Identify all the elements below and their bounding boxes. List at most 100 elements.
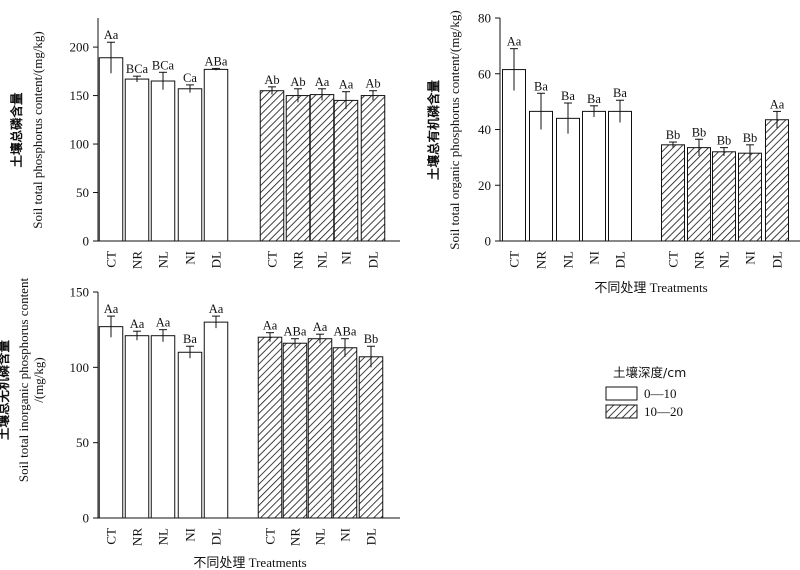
bar-dl-0-10 xyxy=(203,68,229,242)
bar-nl-0-10 xyxy=(556,117,580,242)
x-tick-label: NR xyxy=(692,251,707,269)
bar-ct-10-20 xyxy=(259,90,285,242)
bar-ni-0-10 xyxy=(582,110,606,242)
x-tick-label: NL xyxy=(156,528,171,545)
x-tick-label: NL xyxy=(156,251,171,268)
significance-label: BCa xyxy=(126,62,149,76)
bar-nl-0-10 xyxy=(150,335,176,519)
bar-dl-0-10 xyxy=(203,321,229,519)
bar-ni-10-20 xyxy=(738,152,762,242)
y-tick-label: 200 xyxy=(70,40,90,55)
significance-label: Ba xyxy=(587,92,601,106)
x-axis-label: 不同处理 Treatments xyxy=(193,555,306,570)
bar-nr-0-10 xyxy=(124,335,150,519)
x-tick-label: NR xyxy=(534,251,549,269)
y-tick-label: 0 xyxy=(485,234,492,249)
x-tick-label: NI xyxy=(183,251,198,265)
significance-label: Aa xyxy=(156,316,171,330)
legend-label-10-20: 10—20 xyxy=(644,404,683,419)
x-tick-label: CT xyxy=(666,251,681,268)
significance-label: Bb xyxy=(364,332,379,346)
legend-title: 土壤深度/cm xyxy=(613,365,686,380)
y-tick-label: 100 xyxy=(70,360,90,375)
bar-nr-0-10 xyxy=(529,110,553,242)
organic-phosphorus-chart: 0 20 40 60 80 土壤总有机磷含量 Soil total organic phos… xyxy=(426,10,800,295)
significance-label: Ba xyxy=(613,86,627,100)
x-tick-label: NL xyxy=(315,251,330,268)
y-tick-label: 40 xyxy=(478,122,491,137)
x-tick-label: NI xyxy=(339,251,354,265)
bar-nl-0-10 xyxy=(150,80,176,242)
x-tick-label: CT xyxy=(265,251,280,268)
inorganic-phosphorus-chart: 0 50 100 150 土壤总无机磷含量 Soil total inorganic ph… xyxy=(0,278,400,570)
bar-ct-10-20 xyxy=(257,336,283,519)
significance-label: Ab xyxy=(290,75,305,89)
bar-nr-0-10 xyxy=(124,78,150,242)
significance-label: Aa xyxy=(104,28,119,42)
significance-label: Bb xyxy=(692,125,707,139)
y-axis-label-en: Soil total inorganic phosphorus content xyxy=(16,278,31,483)
bar-dl-10-20 xyxy=(765,119,789,242)
bar-ct-0-10 xyxy=(98,57,124,242)
bar-nr-10-20 xyxy=(282,342,308,519)
bar-dl-10-20 xyxy=(360,95,386,242)
y-axis-label-cn: 土壤总有机磷含量 xyxy=(426,80,441,181)
significance-label: Aa xyxy=(507,35,522,49)
bar-ct-0-10 xyxy=(502,69,526,242)
bar-ni-10-20 xyxy=(333,99,359,242)
bar-nr-10-20 xyxy=(285,95,311,242)
bar-dl-10-20 xyxy=(358,356,384,519)
bar-ni-0-10 xyxy=(177,351,203,519)
y-tick-label: 50 xyxy=(76,185,89,200)
y-tick-label: 150 xyxy=(70,88,90,103)
legend-swatch-0-10 xyxy=(605,386,638,401)
significance-label: Bb xyxy=(666,128,681,142)
significance-label: Ba xyxy=(561,89,575,103)
significance-label: Ba xyxy=(183,332,197,346)
significance-label: Aa xyxy=(339,78,354,92)
x-tick-label: NR xyxy=(288,528,303,546)
significance-label: Ab xyxy=(365,77,380,91)
significance-label: Aa xyxy=(263,319,278,333)
legend: 土壤深度/cm 0—10 10—20 xyxy=(605,365,686,419)
legend-label-0-10: 0—10 xyxy=(644,386,677,401)
significance-label: Aa xyxy=(770,97,785,111)
x-tick-label: DL xyxy=(209,528,224,545)
x-tick-label: DL xyxy=(366,251,381,268)
x-tick-label: CT xyxy=(104,251,119,268)
bar-nr-10-20 xyxy=(687,147,711,242)
significance-label: Aa xyxy=(130,317,145,331)
significance-label: Ba xyxy=(534,79,548,93)
x-tick-label: NI xyxy=(743,251,758,265)
x-tick-label: NR xyxy=(130,528,145,546)
y-tick-label: 50 xyxy=(76,435,89,450)
significance-label: BCa xyxy=(152,58,175,72)
y-tick-label: 0 xyxy=(83,234,90,249)
y-tick-label: 100 xyxy=(70,137,90,152)
significance-label: Ab xyxy=(264,73,279,87)
x-tick-label: NI xyxy=(183,528,198,542)
y-tick-label: 150 xyxy=(70,285,90,300)
x-tick-label: CT xyxy=(507,251,522,268)
x-tick-label: DL xyxy=(209,251,224,268)
x-tick-label: CT xyxy=(104,528,119,545)
x-tick-label: NR xyxy=(130,251,145,269)
bar-ni-0-10 xyxy=(177,88,203,242)
y-axis-label-cn: 土壤总磷含量 xyxy=(9,92,24,168)
significance-label: Bb xyxy=(743,131,758,145)
x-axis-label: 不同处理 Treatments xyxy=(594,280,707,295)
x-tick-label: DL xyxy=(613,251,628,268)
bar-ni-10-20 xyxy=(332,347,358,519)
significance-label: Aa xyxy=(209,302,224,316)
y-tick-label: 80 xyxy=(478,11,491,26)
x-tick-label: NI xyxy=(338,528,353,542)
significance-label: Ca xyxy=(183,71,197,85)
x-tick-label: DL xyxy=(770,251,785,268)
significance-label: Aa xyxy=(313,320,328,334)
bar-dl-0-10 xyxy=(608,110,632,242)
total-phosphorus-chart: 0 50 100 150 200 土壤总磷含量 Soil total phosphorus … xyxy=(9,18,400,269)
bar-nl-10-20 xyxy=(712,151,736,242)
bar-nl-10-20 xyxy=(309,94,335,242)
x-tick-label: DL xyxy=(364,528,379,545)
